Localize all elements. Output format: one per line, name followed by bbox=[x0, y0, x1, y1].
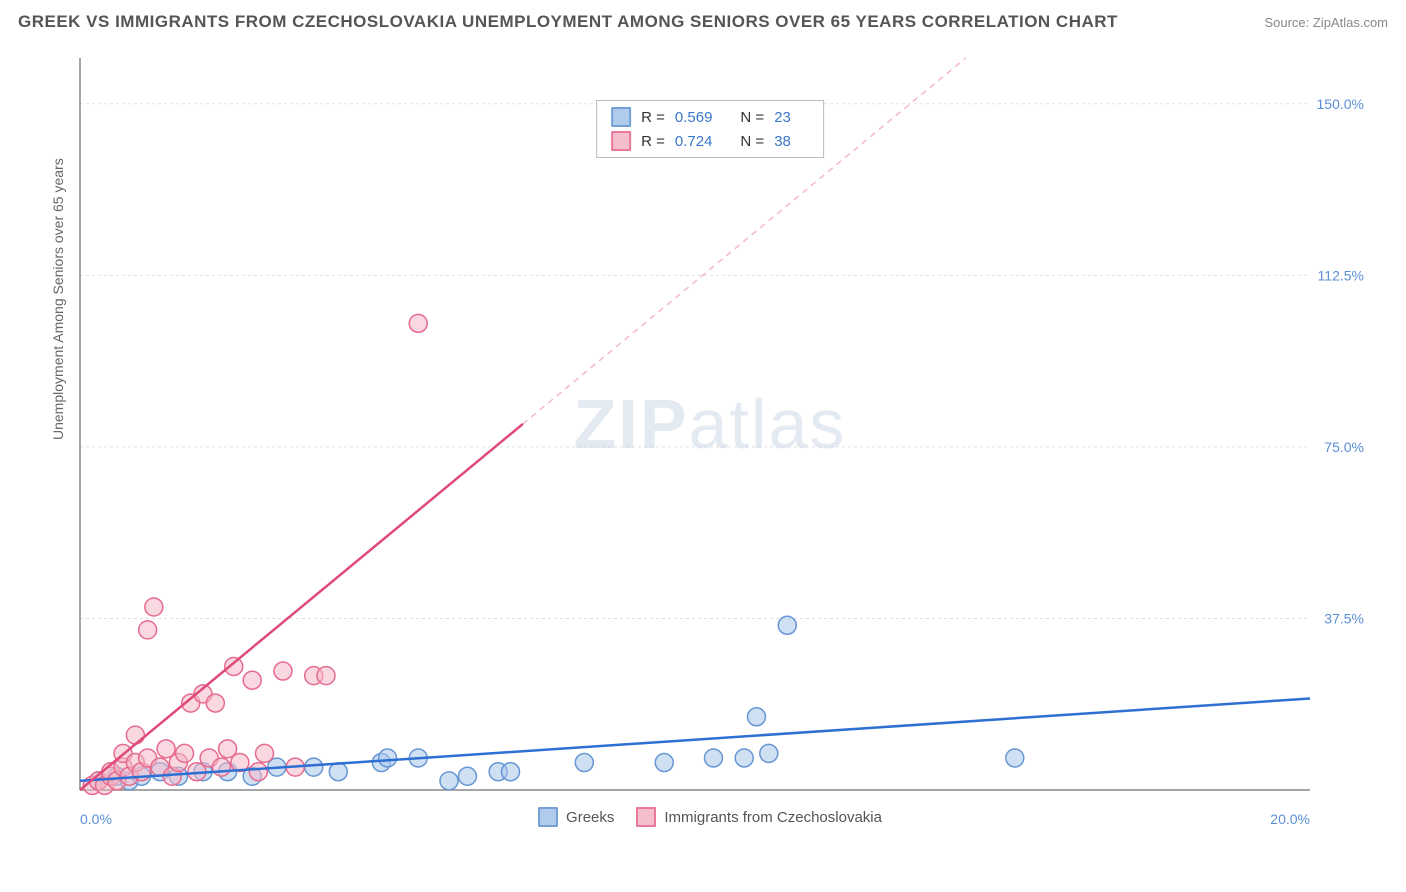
n-value-greeks: 23 bbox=[774, 109, 791, 126]
svg-text:150.0%: 150.0% bbox=[1317, 96, 1364, 112]
n-label: N = bbox=[740, 133, 764, 150]
svg-text:37.5%: 37.5% bbox=[1324, 610, 1364, 626]
legend-label-czech: Immigrants from Czechoslovakia bbox=[664, 809, 882, 826]
r-value-czech: 0.724 bbox=[675, 133, 713, 150]
plot-area: Unemployment Among Seniors over 65 years… bbox=[50, 50, 1370, 830]
legend-swatch-czech-icon bbox=[636, 807, 656, 827]
n-value-czech: 38 bbox=[774, 133, 791, 150]
chart-title: GREEK VS IMMIGRANTS FROM CZECHOSLOVAKIA … bbox=[18, 12, 1118, 32]
legend-item-greeks: Greeks bbox=[538, 807, 614, 827]
y-axis-label: Unemployment Among Seniors over 65 years bbox=[50, 158, 66, 440]
legend-label-greeks: Greeks bbox=[566, 809, 614, 826]
legend-swatch-greeks bbox=[611, 107, 631, 127]
scatter-plot: 37.5%75.0%112.5%150.0%0.0%20.0% bbox=[50, 50, 1370, 830]
source-label: Source: ZipAtlas.com bbox=[1264, 15, 1388, 30]
r-label: R = bbox=[641, 133, 665, 150]
legend-bottom: Greeks Immigrants from Czechoslovakia bbox=[50, 807, 1370, 827]
legend-stats: R = 0.569 N = 23 R = 0.724 N = 38 bbox=[596, 100, 824, 158]
n-label: N = bbox=[740, 109, 764, 126]
legend-item-czech: Immigrants from Czechoslovakia bbox=[636, 807, 882, 827]
legend-stats-series-1: R = 0.569 N = 23 bbox=[611, 105, 809, 129]
legend-swatch-greeks-icon bbox=[538, 807, 558, 827]
legend-swatch-czech bbox=[611, 131, 631, 151]
svg-text:75.0%: 75.0% bbox=[1324, 439, 1364, 455]
r-label: R = bbox=[641, 109, 665, 126]
r-value-greeks: 0.569 bbox=[675, 109, 713, 126]
svg-text:112.5%: 112.5% bbox=[1318, 267, 1364, 283]
legend-stats-series-2: R = 0.724 N = 38 bbox=[611, 129, 809, 153]
